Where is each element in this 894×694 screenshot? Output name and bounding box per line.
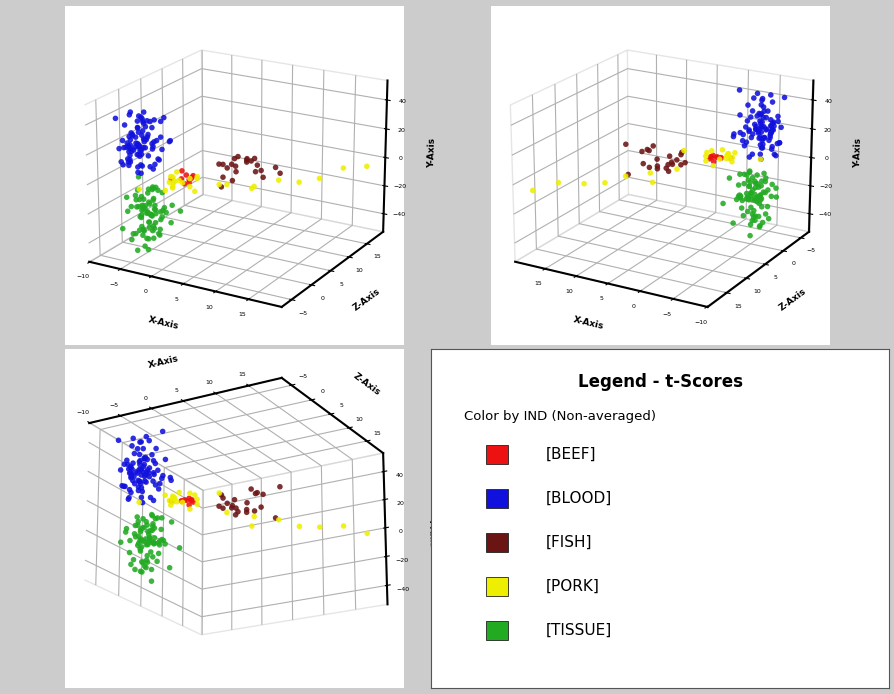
X-axis label: X-Axis: X-Axis	[147, 315, 179, 330]
Text: [FISH]: [FISH]	[545, 535, 592, 550]
Y-axis label: Z-Axis: Z-Axis	[777, 287, 807, 313]
Text: Legend - t-Scores: Legend - t-Scores	[578, 373, 742, 391]
X-axis label: X-Axis: X-Axis	[572, 315, 604, 330]
Text: [PORK]: [PORK]	[545, 579, 599, 594]
X-axis label: X-Axis: X-Axis	[147, 354, 179, 370]
Text: [BEEF]: [BEEF]	[545, 447, 595, 462]
FancyBboxPatch shape	[486, 489, 507, 508]
FancyBboxPatch shape	[486, 577, 507, 596]
FancyBboxPatch shape	[486, 445, 507, 464]
FancyBboxPatch shape	[486, 621, 507, 640]
Text: [BLOOD]: [BLOOD]	[545, 491, 611, 506]
Y-axis label: Z-Axis: Z-Axis	[351, 287, 382, 313]
Text: Color by IND (Non-averaged): Color by IND (Non-averaged)	[463, 410, 654, 423]
FancyBboxPatch shape	[486, 533, 507, 552]
Y-axis label: Z-Axis: Z-Axis	[351, 372, 382, 398]
Text: [TISSUE]: [TISSUE]	[545, 623, 611, 638]
